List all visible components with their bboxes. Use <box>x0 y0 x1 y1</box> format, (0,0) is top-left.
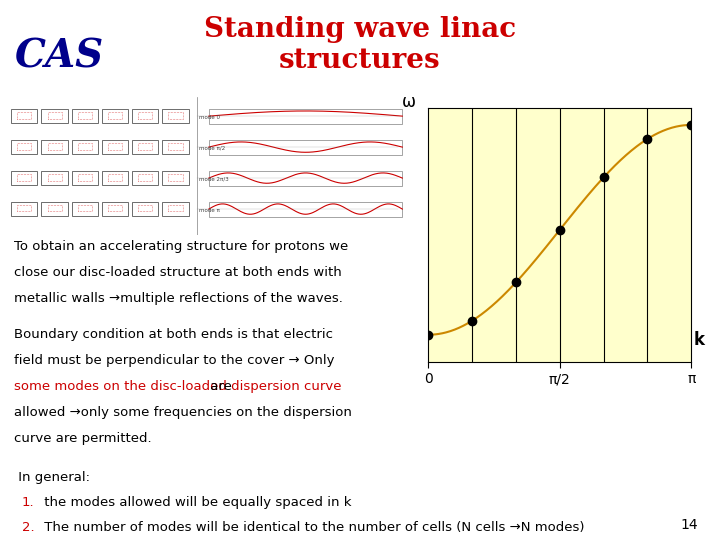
Bar <box>132 109 158 123</box>
Text: The number of modes will be identical to the number of cells (N cells →N modes): The number of modes will be identical to… <box>40 521 584 534</box>
Bar <box>108 205 122 212</box>
Text: mode π/2: mode π/2 <box>199 146 225 151</box>
Bar <box>72 202 98 216</box>
Text: CAS: CAS <box>14 38 104 76</box>
Bar <box>17 205 32 212</box>
Bar <box>132 202 158 216</box>
Bar <box>209 139 402 155</box>
Bar <box>102 140 128 154</box>
Bar <box>17 174 32 180</box>
Text: some modes on the disc-loaded dispersion curve: some modes on the disc-loaded dispersion… <box>14 380 342 393</box>
Text: ω: ω <box>402 93 416 111</box>
Text: k: k <box>693 331 704 349</box>
Bar <box>102 171 128 185</box>
Bar <box>108 112 122 119</box>
Bar <box>163 202 189 216</box>
Text: Standing wave linac
structures: Standing wave linac structures <box>204 16 516 75</box>
Bar <box>138 112 153 119</box>
Bar <box>48 112 62 119</box>
Bar <box>17 112 32 119</box>
Bar <box>209 201 402 217</box>
Bar <box>168 205 183 212</box>
Bar <box>78 112 92 119</box>
Bar <box>72 171 98 185</box>
Bar <box>102 109 128 123</box>
Bar <box>209 171 402 186</box>
Bar <box>48 143 62 150</box>
Bar <box>12 171 37 185</box>
Bar <box>132 171 158 185</box>
Text: mode 0: mode 0 <box>199 114 220 120</box>
Bar <box>78 205 92 212</box>
Text: are: are <box>207 380 233 393</box>
Bar <box>138 174 153 180</box>
Text: CERN: CERN <box>652 15 676 24</box>
Bar <box>42 202 68 216</box>
Text: 1.: 1. <box>22 496 35 509</box>
Text: To obtain an accelerating structure for protons we: To obtain an accelerating structure for … <box>14 240 348 253</box>
Bar <box>48 205 62 212</box>
Bar <box>102 202 128 216</box>
Bar <box>138 143 153 150</box>
Bar <box>108 174 122 180</box>
Bar <box>168 112 183 119</box>
Bar <box>138 205 153 212</box>
Bar <box>163 140 189 154</box>
Bar <box>72 109 98 123</box>
Bar <box>42 140 68 154</box>
Text: field must be perpendicular to the cover → Only: field must be perpendicular to the cover… <box>14 354 335 367</box>
Bar <box>48 174 62 180</box>
Text: metallic walls →multiple reflections of the waves.: metallic walls →multiple reflections of … <box>14 292 343 305</box>
Text: mode 2π/3: mode 2π/3 <box>199 177 228 181</box>
Text: curve are permitted.: curve are permitted. <box>14 432 152 445</box>
Bar <box>42 171 68 185</box>
Text: close our disc-loaded structure at both ends with: close our disc-loaded structure at both … <box>14 266 342 279</box>
Bar <box>42 109 68 123</box>
Bar <box>12 109 37 123</box>
Text: 14: 14 <box>681 518 698 532</box>
Bar <box>209 109 402 124</box>
Bar <box>168 143 183 150</box>
Text: In general:: In general: <box>14 471 91 484</box>
Bar <box>72 140 98 154</box>
Bar <box>163 171 189 185</box>
Text: 2.: 2. <box>22 521 35 534</box>
Text: the modes allowed will be equally spaced in k: the modes allowed will be equally spaced… <box>40 496 351 509</box>
Bar <box>17 143 32 150</box>
Text: Boundary condition at both ends is that electric: Boundary condition at both ends is that … <box>14 328 333 341</box>
Bar <box>132 140 158 154</box>
Bar <box>78 174 92 180</box>
Bar <box>12 202 37 216</box>
Text: mode π: mode π <box>199 207 220 213</box>
Bar <box>108 143 122 150</box>
Text: allowed →only some frequencies on the dispersion: allowed →only some frequencies on the di… <box>14 406 352 419</box>
Bar <box>168 174 183 180</box>
Bar <box>78 143 92 150</box>
Bar <box>163 109 189 123</box>
Bar <box>12 140 37 154</box>
